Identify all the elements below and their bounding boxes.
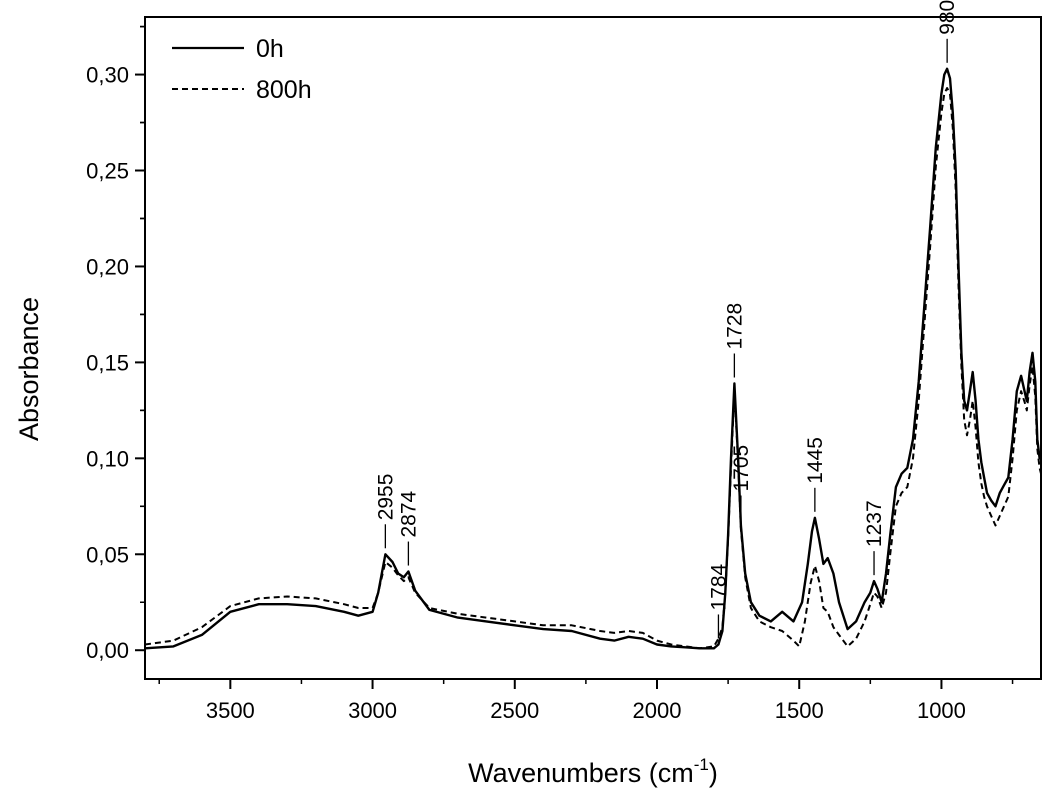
y-tick-label: 0,10 xyxy=(86,446,129,471)
y-axis-ticks: 0,00 0,05 0,10 0,15 0,20 0,25 0,30 xyxy=(86,25,145,663)
plot-area-frame xyxy=(144,16,1042,680)
peak-label: 1705 xyxy=(730,445,753,492)
x-tick-label: 2500 xyxy=(490,698,539,723)
peak-label: 980 xyxy=(936,0,959,35)
x-axis-title-superscript: -1 xyxy=(694,755,709,774)
y-tick-label: 0,20 xyxy=(86,254,129,279)
y-tick-label: 0,15 xyxy=(86,350,129,375)
y-axis-title: Absorbance xyxy=(14,297,44,441)
y-tick-label: 0,00 xyxy=(86,638,129,663)
series-line-0h xyxy=(144,67,1041,650)
peak-label: 1445 xyxy=(804,437,827,484)
x-tick-label: 1500 xyxy=(775,698,824,723)
peak-label: 2955 xyxy=(374,474,397,521)
x-axis-title-main: Wavenumbers (cm xyxy=(468,758,694,788)
peak-label: 1237 xyxy=(863,500,886,547)
x-tick-label: 2000 xyxy=(633,698,682,723)
legend: 0h 800h xyxy=(172,35,312,104)
series-layer xyxy=(144,67,1042,650)
y-tick-label: 0,05 xyxy=(86,542,129,567)
legend-label-0h: 0h xyxy=(256,35,284,63)
y-tick-label: 0,30 xyxy=(86,63,129,88)
x-tick-label: 1000 xyxy=(917,698,966,723)
peak-label: 1784 xyxy=(707,563,730,610)
x-tick-label: 3500 xyxy=(206,698,255,723)
y-tick-label: 0,25 xyxy=(86,159,129,184)
peak-label: 1728 xyxy=(723,303,746,350)
peak-label: 2874 xyxy=(397,490,420,537)
series-line-800h xyxy=(144,87,1042,650)
x-axis-title: Wavenumbers (cm-1) xyxy=(468,755,718,788)
peak-labels: 2955 2874 1784 1728 1705 1445 1237 980 xyxy=(374,0,959,639)
x-tick-label: 3000 xyxy=(348,698,397,723)
legend-label-800h: 800h xyxy=(256,76,312,104)
x-axis-ticks: 3500 3000 2500 2000 1500 1000 xyxy=(158,679,1014,723)
x-axis-title-suffix: ) xyxy=(709,758,718,788)
